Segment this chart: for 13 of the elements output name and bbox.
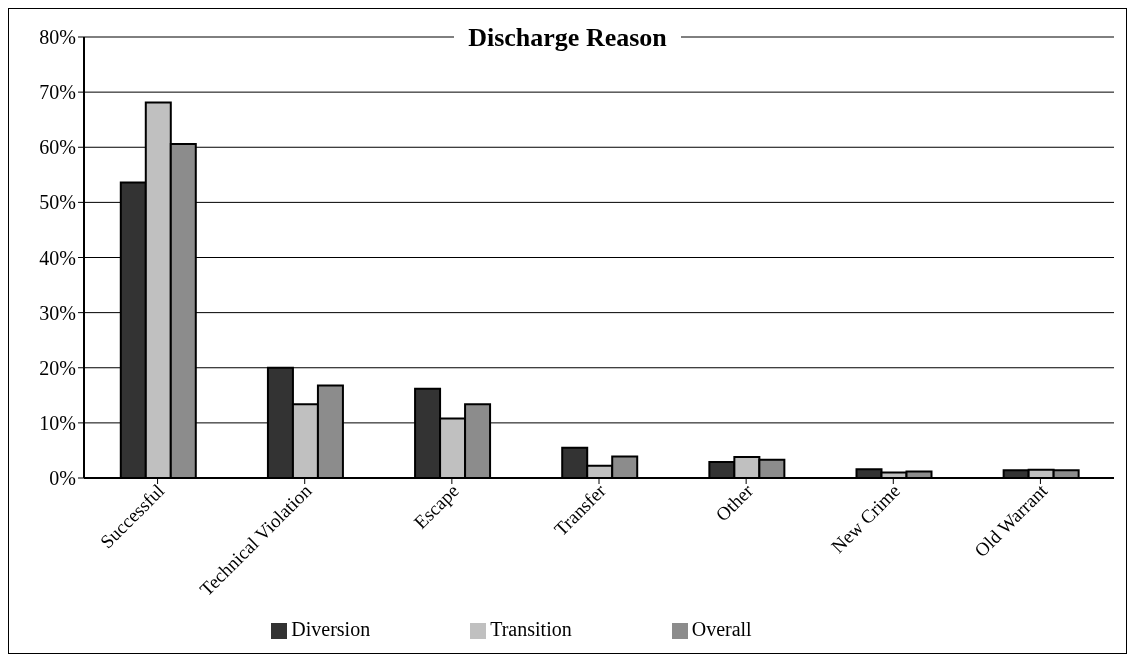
y-tick-label: 50% [39,191,76,214]
y-tick-label: 80% [39,26,76,49]
y-tick-label: 20% [39,356,76,379]
legend-label: Overall [691,618,752,640]
y-tick-label: 60% [39,136,76,159]
legend-label: Transition [490,618,572,640]
y-tick-label: 40% [39,246,76,269]
y-tick-label: 0% [49,467,76,490]
y-tick-label: 70% [39,81,76,104]
chart-title: Discharge Reason [454,23,681,52]
legend-label: Diversion [291,618,371,640]
y-tick-label: 10% [39,411,76,434]
y-tick-label: 30% [39,301,76,324]
